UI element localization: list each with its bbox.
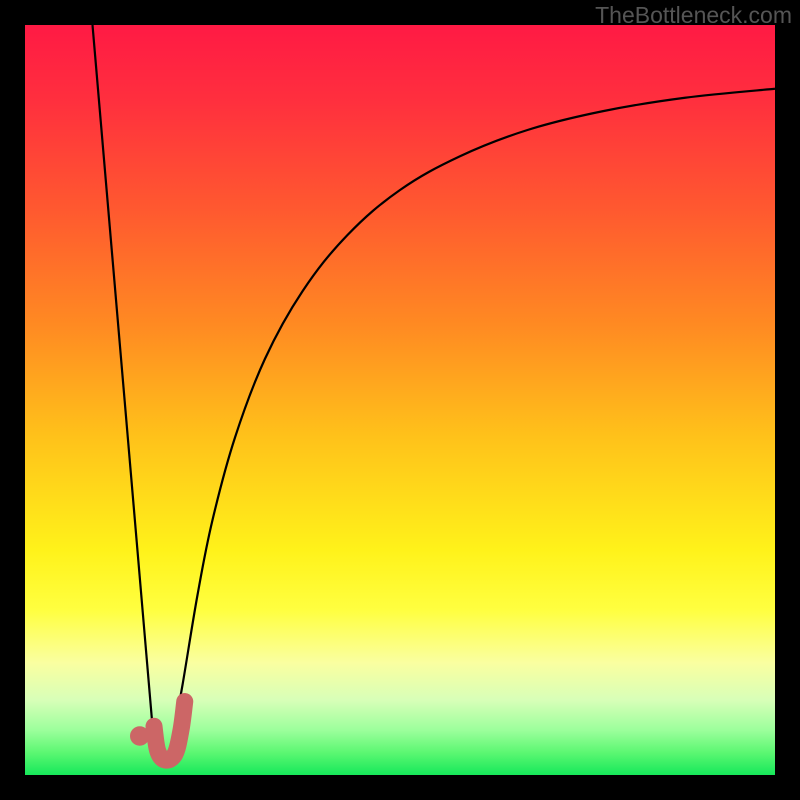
watermark-text: TheBottleneck.com [595, 2, 792, 29]
bottleneck-chart [0, 0, 800, 800]
plot-background-gradient [25, 25, 775, 775]
chart-canvas: TheBottleneck.com [0, 0, 800, 800]
